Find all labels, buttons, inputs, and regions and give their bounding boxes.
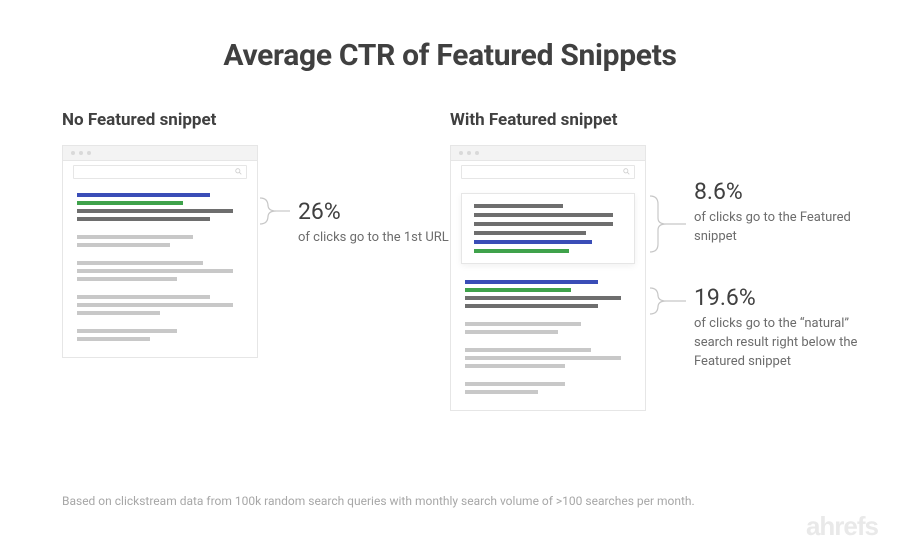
search-result: [77, 329, 243, 341]
result-line: [465, 322, 581, 326]
result-line: [77, 277, 177, 281]
result-line: [465, 288, 571, 292]
search-result: [465, 348, 631, 368]
serp-mock-with-snippet: [450, 145, 646, 411]
window-dot-icon: [87, 151, 91, 155]
callout-right-top: 8.6% of clicks go to the Featured snippe…: [694, 180, 864, 247]
browser-chrome: [451, 146, 645, 161]
search-result: [77, 295, 243, 315]
searchbar-row: [63, 161, 257, 183]
window-dot-icon: [475, 151, 479, 155]
window-dot-icon: [79, 151, 83, 155]
search-result: [77, 235, 243, 247]
callout-bracket-icon: [258, 196, 292, 226]
snippet-line: [474, 249, 569, 253]
stat-value: 19.6%: [694, 286, 864, 309]
stat-value: 26%: [298, 200, 468, 223]
search-input-mock: [73, 165, 247, 179]
result-line: [77, 261, 203, 265]
page-title: Average CTR of Featured Snippets: [0, 38, 900, 73]
result-line: [465, 390, 538, 394]
result-line: [77, 209, 233, 213]
result-line: [77, 295, 210, 299]
result-line: [77, 201, 183, 205]
result-line: [465, 348, 591, 352]
stat-desc: of clicks go to the “natural” search res…: [694, 315, 864, 372]
footnote: Based on clickstream data from 100k rand…: [62, 494, 695, 508]
search-result: [465, 280, 631, 308]
snippet-line: [474, 213, 613, 217]
snippet-line: [474, 222, 613, 226]
result-line: [465, 280, 598, 284]
search-input-mock: [461, 165, 635, 179]
serp-mock-no-snippet: [62, 145, 258, 358]
window-dot-icon: [71, 151, 75, 155]
window-dot-icon: [467, 151, 471, 155]
browser-chrome: [63, 146, 257, 161]
result-line: [465, 296, 621, 300]
result-line: [465, 356, 621, 360]
search-result: [465, 382, 631, 394]
stat-desc: of clicks go to the 1st URL: [298, 229, 468, 248]
snippet-line: [474, 231, 586, 235]
callout-bracket-icon: [648, 194, 688, 254]
result-line: [77, 329, 177, 333]
search-result: [77, 193, 243, 221]
callout-left: 26% of clicks go to the 1st URL: [298, 200, 468, 248]
serp-results: [63, 183, 257, 357]
left-column-title: No Featured snippet: [62, 110, 216, 130]
infographic-stage: Average CTR of Featured Snippets No Feat…: [0, 0, 900, 556]
search-icon: [623, 168, 630, 175]
result-line: [77, 311, 160, 315]
result-line: [465, 330, 558, 334]
snippet-line: [474, 240, 592, 244]
search-icon: [235, 168, 242, 175]
brand-logo: ahrefs: [806, 511, 878, 542]
result-line: [77, 235, 193, 239]
search-result: [465, 322, 631, 334]
callout-bracket-icon: [648, 286, 688, 316]
serp-results: [451, 183, 645, 410]
result-line: [77, 193, 210, 197]
callout-right-bottom: 19.6% of clicks go to the “natural” sear…: [694, 286, 864, 372]
result-line: [465, 364, 565, 368]
stat-desc: of clicks go to the Featured snippet: [694, 209, 864, 247]
result-line: [77, 243, 170, 247]
search-result: [77, 261, 243, 281]
result-line: [77, 269, 233, 273]
snippet-line: [474, 204, 563, 208]
searchbar-row: [451, 161, 645, 183]
stat-value: 8.6%: [694, 180, 864, 203]
result-line: [77, 337, 150, 341]
featured-snippet-box: [461, 193, 635, 264]
result-line: [77, 303, 233, 307]
right-column-title: With Featured snippet: [450, 110, 617, 130]
window-dot-icon: [459, 151, 463, 155]
result-line: [465, 304, 598, 308]
result-line: [77, 217, 210, 221]
result-line: [465, 382, 565, 386]
